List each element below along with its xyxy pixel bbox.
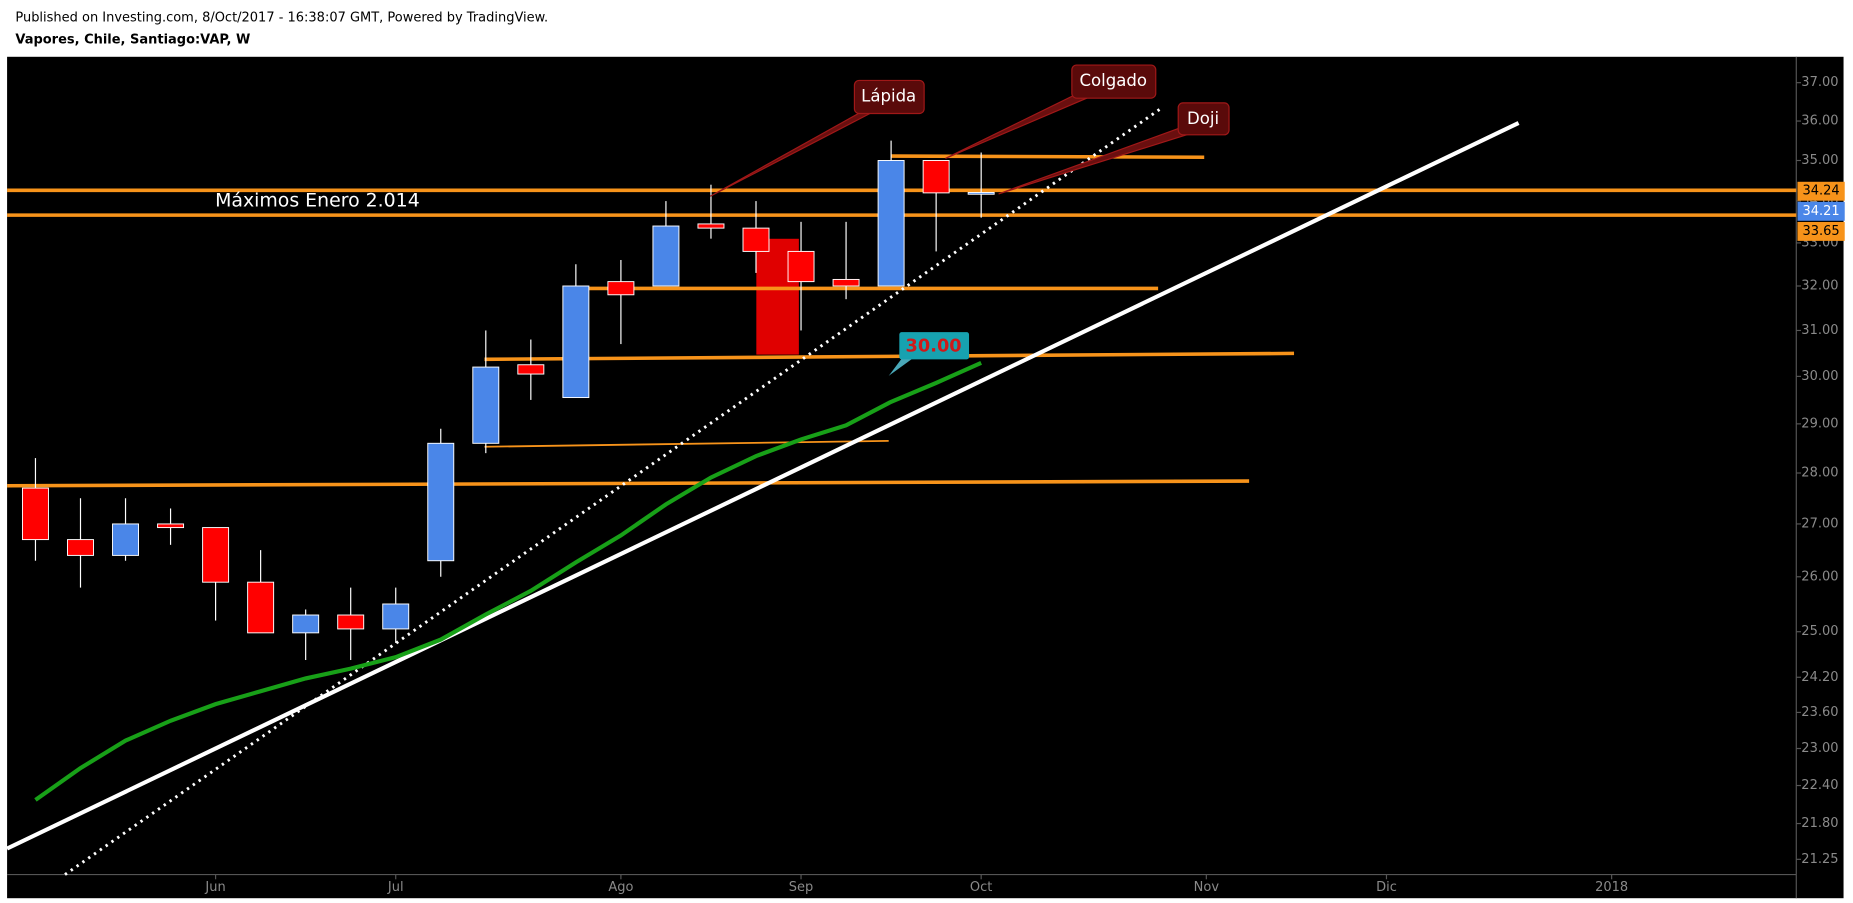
price-label: 33.65 xyxy=(1797,221,1845,241)
y-tick-label: 32.00 xyxy=(1801,278,1838,293)
symbol-title: Vapores, Chile, Santiago:VAP, W xyxy=(15,33,250,48)
price-label-text: 34.24 xyxy=(1803,184,1840,199)
candle-body xyxy=(652,225,680,287)
x-tick-label: Oct xyxy=(970,880,992,895)
y-tick-label: 26.00 xyxy=(1801,569,1838,584)
y-tick-label: 35.00 xyxy=(1801,153,1838,168)
candle-body xyxy=(157,523,185,529)
level-badge-text: 30.00 xyxy=(906,336,962,356)
candle-body xyxy=(202,527,230,583)
candle-body xyxy=(877,160,905,287)
candle-body xyxy=(427,442,455,562)
level-line xyxy=(484,351,1295,362)
callout-pointer xyxy=(888,356,915,376)
candle-body xyxy=(382,603,410,630)
callout-box xyxy=(1071,64,1157,99)
candle-body xyxy=(337,614,365,630)
x-tick-label: Nov xyxy=(1194,880,1220,895)
series xyxy=(21,140,995,802)
trend-line xyxy=(6,121,1520,851)
y-tick-label: 37.00 xyxy=(1801,75,1838,90)
x-tick-label: Dic xyxy=(1376,880,1397,895)
callout-text: Lápida xyxy=(861,86,916,105)
candle-body xyxy=(697,223,725,229)
trend-line-dotted xyxy=(64,107,1162,876)
candle-body xyxy=(21,487,49,541)
candle-body xyxy=(472,366,500,444)
candle-body xyxy=(292,614,320,634)
x-tick-label: Jun xyxy=(204,880,225,895)
y-tick-label: 31.00 xyxy=(1801,323,1838,338)
y-tick-label: 23.60 xyxy=(1801,705,1838,720)
level-line xyxy=(484,439,889,448)
price-label-box xyxy=(1797,181,1845,201)
y-tick-label: 24.20 xyxy=(1801,670,1838,685)
y-tick-label: 29.00 xyxy=(1801,416,1838,431)
callout-box xyxy=(1177,102,1230,136)
y-tick-label: 21.80 xyxy=(1801,816,1838,831)
drawings xyxy=(6,107,1797,876)
level-line xyxy=(7,479,1250,488)
moving-average xyxy=(34,361,983,802)
candle-body xyxy=(922,160,950,194)
candle-body xyxy=(517,364,545,375)
candle-body xyxy=(967,191,995,195)
price-label-text: 33.65 xyxy=(1803,224,1840,239)
callout-text: Colgado xyxy=(1079,71,1146,90)
callout-text: Doji xyxy=(1187,109,1219,128)
x-tick-label: Sep xyxy=(789,880,813,895)
level-line xyxy=(891,154,1205,160)
candle-body xyxy=(607,281,635,296)
price-label-box xyxy=(1797,221,1845,241)
x-tick-label: Ago xyxy=(608,880,633,895)
axis-labels: 37.0036.0035.0034.0033.0032.0031.0030.00… xyxy=(204,75,1838,895)
time-axis xyxy=(7,874,1797,899)
y-tick-label: 36.00 xyxy=(1801,114,1838,129)
candle-body xyxy=(832,278,860,287)
candle-body xyxy=(787,250,815,283)
y-tick-label: 30.00 xyxy=(1801,369,1838,384)
y-tick-label: 22.40 xyxy=(1801,778,1838,793)
price-label: 34.24 xyxy=(1797,181,1845,201)
candle-body xyxy=(247,581,275,634)
candle-body xyxy=(562,285,590,399)
callouts: Lápida Colgado Doji Máximos Enero 2.014 … xyxy=(215,64,1230,376)
candle-body xyxy=(112,523,140,556)
level-caption: Máximos Enero 2.014 xyxy=(215,189,420,211)
price-label-text: 34.21 xyxy=(1803,204,1840,219)
candle-body xyxy=(742,227,770,252)
y-tick-label: 28.00 xyxy=(1801,466,1838,481)
x-tick-label: 2018 xyxy=(1595,880,1628,895)
x-tick-label: Jul xyxy=(387,880,404,895)
callout-box xyxy=(853,79,925,115)
y-tick-label: 25.00 xyxy=(1801,624,1838,639)
y-tick-label: 21.25 xyxy=(1801,852,1838,867)
candle-body xyxy=(67,539,94,556)
price-label-box xyxy=(1797,201,1845,221)
price-label: 34.21 xyxy=(1797,201,1845,221)
published-note: Published on Investing.com, 8/Oct/2017 -… xyxy=(15,10,548,25)
level-badge xyxy=(899,332,970,360)
y-tick-label: 27.00 xyxy=(1801,516,1838,531)
y-tick-label: 23.00 xyxy=(1801,741,1838,756)
